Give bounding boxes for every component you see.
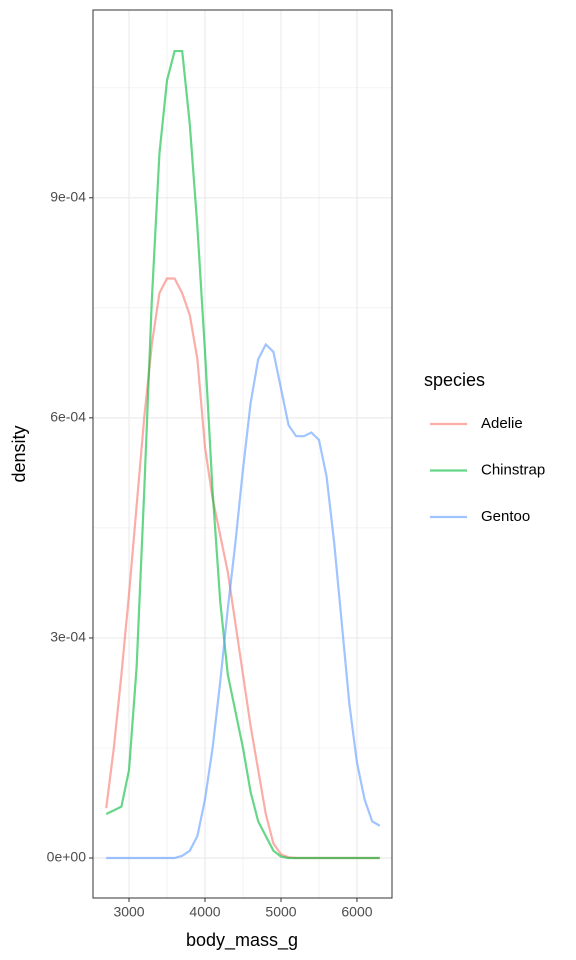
legend-label: Adelie	[481, 415, 523, 432]
legend-title: species	[424, 370, 485, 390]
density-line	[105, 49, 380, 860]
y-axis-title: density	[9, 425, 29, 482]
x-tick-label: 3000	[113, 904, 144, 920]
x-tick-label: 4000	[189, 904, 220, 920]
density-line	[106, 342, 381, 860]
panel	[93, 10, 392, 898]
y-tick-label: 0e+00	[47, 849, 87, 865]
legend-label: Gentoo	[481, 508, 530, 525]
panel-border	[92, 9, 393, 899]
y-tick-label: 9e-04	[50, 188, 86, 204]
y-tick-label: 6e-04	[50, 409, 86, 425]
legend-label: Chinstrap	[481, 461, 545, 478]
y-tick-label: 3e-04	[50, 629, 86, 645]
x-tick-label: 6000	[341, 904, 372, 920]
x-tick-label: 5000	[265, 904, 296, 920]
x-axis-title: body_mass_g	[186, 930, 298, 951]
